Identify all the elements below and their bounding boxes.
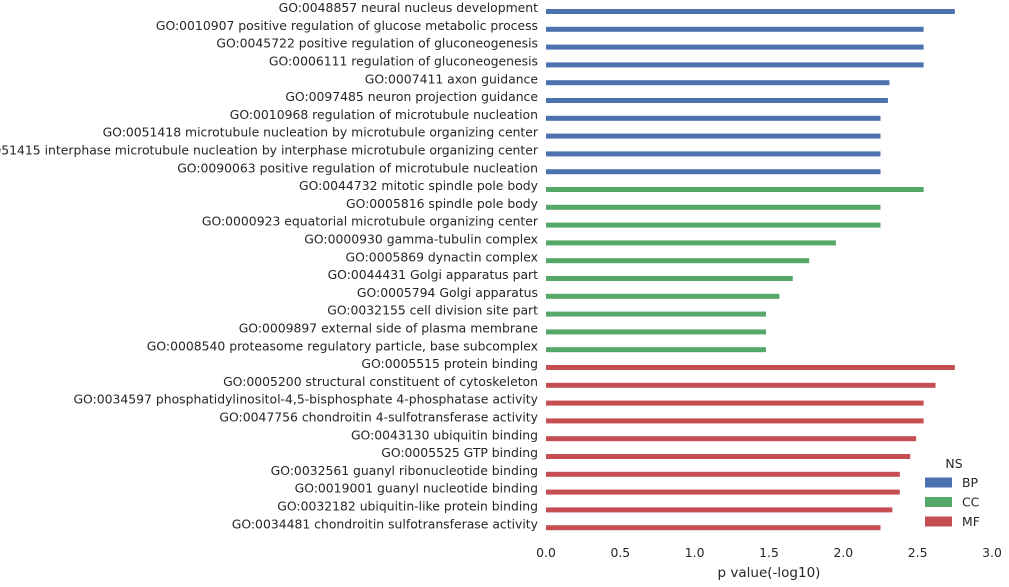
x-axis: 0.0 0.5 1.0 1.5 2.0 2.5 3.0: [536, 545, 1002, 560]
bar-cc: [546, 222, 881, 228]
category-label: GO:0005816 spindle pole body: [346, 196, 538, 211]
category-label: GO:0000923 equatorial microtubule organi…: [202, 214, 539, 229]
legend-swatch-bp: [925, 477, 952, 488]
bar-mf: [546, 454, 911, 459]
category-label: GO:0032182 ubiquitin-like protein bindin…: [277, 499, 538, 514]
bar-mf: [546, 471, 900, 477]
bar-mf: [546, 525, 881, 531]
bar-bp: [546, 169, 881, 175]
bar-cc: [546, 240, 836, 246]
x-tick-label: 3.0: [982, 545, 1002, 560]
x-tick-label: 0.5: [610, 545, 630, 560]
x-tick-label: 1.5: [759, 545, 779, 560]
legend-label-mf: MF: [962, 514, 980, 529]
category-label: GO:0044732 mitotic spindle pole body: [299, 178, 538, 193]
x-axis-label: p value(-log10): [718, 565, 821, 581]
category-label: GO:0032155 cell division site part: [327, 303, 538, 318]
category-label: GO:0005200 structural constituent of cyt…: [223, 374, 538, 389]
bar-cc: [546, 187, 924, 192]
bar-cc: [546, 311, 767, 317]
bar-mf: [546, 436, 917, 442]
bar-cc: [546, 293, 780, 299]
bar-bp: [546, 9, 955, 14]
category-labels: GO:0048857 neural nucleus development GO:…: [0, 0, 539, 531]
bar-cc: [546, 204, 881, 210]
bar-mf: [546, 365, 955, 370]
category-label: GO:0047756 chondroitin 4-sulfotransferas…: [219, 410, 538, 425]
bar-mf: [546, 400, 924, 406]
category-label: GO:0009897 external side of plasma membr…: [239, 321, 538, 336]
category-label: GO:0034597 phosphatidylinositol-4,5-bisp…: [73, 392, 538, 407]
category-label: GO:0043130 ubiquitin binding: [351, 427, 538, 442]
legend-title: NS: [945, 456, 962, 471]
legend-label-bp: BP: [962, 475, 979, 490]
bar-mf: [546, 489, 900, 495]
bar-bp: [546, 151, 881, 157]
category-label: GO:0034481 chondroitin sulfotransferase …: [232, 516, 538, 531]
x-tick-label: 2.0: [833, 545, 853, 560]
bar-bp: [546, 62, 924, 68]
category-label: GO:0051418 microtubule nucleation by mic…: [103, 125, 539, 140]
bar-mf: [546, 382, 936, 388]
category-label: GO:0019001 guanyl nucleotide binding: [295, 481, 538, 496]
category-label: GO:0090063 positive regulation of microt…: [177, 160, 538, 175]
category-label: GO:0006111 regulation of gluconeogenesis: [269, 54, 538, 69]
bar-cc: [546, 276, 793, 281]
bar-bp: [546, 26, 924, 32]
category-label: GO:0000930 gamma-tubulin complex: [304, 232, 538, 247]
bar-mf: [546, 418, 924, 424]
legend-label-cc: CC: [962, 495, 979, 510]
bar-cc: [546, 347, 767, 353]
bar-mf: [546, 507, 893, 513]
bar-bp: [546, 98, 888, 103]
bar-bp: [546, 80, 890, 86]
bar-bp: [546, 115, 881, 121]
category-label: GO:0097485 neuron projection guidance: [285, 89, 538, 104]
bar-bp: [546, 44, 924, 50]
category-label: GO:0051415 interphase microtubule nuclea…: [0, 143, 539, 158]
x-tick-label: 2.5: [908, 545, 928, 560]
legend-swatch-cc: [925, 497, 952, 507]
category-label: GO:0045722 positive regulation of glucon…: [216, 36, 538, 51]
bar-cc: [546, 329, 767, 335]
category-label: GO:0010968 regulation of microtubule nuc…: [230, 107, 538, 122]
category-label: GO:0005869 dynactin complex: [346, 249, 539, 264]
bars-layer: [546, 9, 955, 531]
category-label: GO:0010907 positive regulation of glucos…: [156, 18, 538, 33]
category-label: GO:0005794 Golgi apparatus: [357, 285, 538, 300]
category-label: GO:0007411 axon guidance: [365, 71, 538, 86]
bar-bp: [546, 133, 881, 139]
category-label: GO:0005515 protein binding: [361, 356, 538, 371]
category-label: GO:0032561 guanyl ribonucleotide binding: [271, 463, 538, 478]
x-tick-label: 1.0: [685, 545, 705, 560]
category-label: GO:0008540 proteasome regulatory particl…: [147, 338, 538, 353]
category-label: GO:0048857 neural nucleus development: [279, 0, 539, 15]
legend-swatch-mf: [925, 516, 952, 527]
x-tick-label: 0.0: [536, 545, 556, 560]
category-label: GO:0044431 Golgi apparatus part: [328, 267, 539, 282]
bar-cc: [546, 258, 810, 264]
category-label: GO:0005525 GTP binding: [381, 445, 538, 460]
